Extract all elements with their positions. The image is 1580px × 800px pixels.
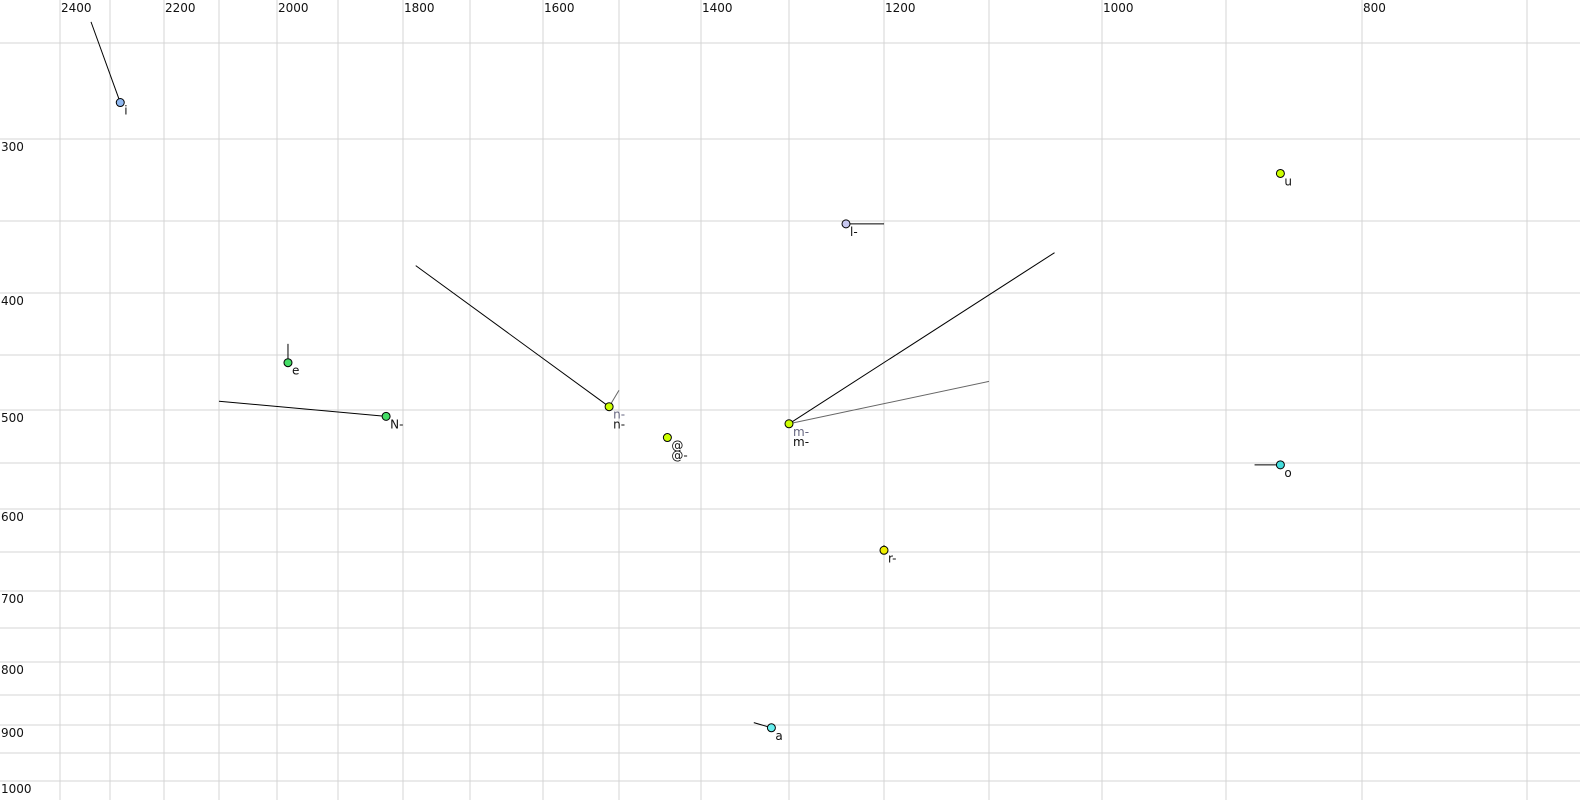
x-tick-label: 1000 xyxy=(1103,1,1134,15)
y-tick-label: 1000 xyxy=(1,782,32,796)
point-secondary-label: n- xyxy=(613,408,625,422)
point-secondary-label: m- xyxy=(793,425,809,439)
data-point xyxy=(604,402,614,412)
data-point xyxy=(662,433,672,443)
y-tick-label: 700 xyxy=(1,592,24,606)
x-tick-label: 2200 xyxy=(165,1,196,15)
data-point xyxy=(283,358,293,368)
x-tick-label: 800 xyxy=(1363,1,1386,15)
point-label: N- xyxy=(390,417,403,431)
point-label: m- xyxy=(793,435,809,449)
x-tick-label: 1600 xyxy=(544,1,575,15)
data-point xyxy=(841,219,851,229)
x-tick-label: 1400 xyxy=(702,1,733,15)
y-tick-label: 900 xyxy=(1,726,24,740)
point-label: i xyxy=(124,104,127,118)
data-point xyxy=(784,419,794,429)
y-tick-label: 500 xyxy=(1,411,24,425)
x-tick-label: 1800 xyxy=(404,1,435,15)
point-label: n- xyxy=(613,418,625,432)
data-point xyxy=(1275,460,1285,470)
point-label: r- xyxy=(888,551,897,565)
data-point xyxy=(766,723,776,733)
data-point xyxy=(115,98,125,108)
trajectory-line xyxy=(788,252,1055,425)
trajectory-line xyxy=(415,265,610,408)
x-tick-label: 2400 xyxy=(61,1,92,15)
x-tick-label: 2000 xyxy=(278,1,309,15)
trajectory-line xyxy=(218,400,387,417)
data-point xyxy=(381,411,391,421)
secondary-trajectory-line xyxy=(788,380,990,425)
point-label: u xyxy=(1284,174,1292,188)
trajectory-line xyxy=(90,21,121,103)
data-point xyxy=(879,545,889,555)
point-label: @- xyxy=(671,449,687,463)
point-label: a xyxy=(775,729,782,743)
y-tick-label: 400 xyxy=(1,294,24,308)
point-secondary-label: @ xyxy=(671,439,683,453)
x-tick-label: 1200 xyxy=(885,1,916,15)
y-tick-label: 600 xyxy=(1,510,24,524)
point-label: l- xyxy=(850,225,858,239)
point-label: e xyxy=(292,364,299,378)
point-label: o xyxy=(1284,466,1291,480)
y-tick-label: 300 xyxy=(1,140,24,154)
y-tick-label: 800 xyxy=(1,663,24,677)
data-point xyxy=(1275,168,1285,178)
